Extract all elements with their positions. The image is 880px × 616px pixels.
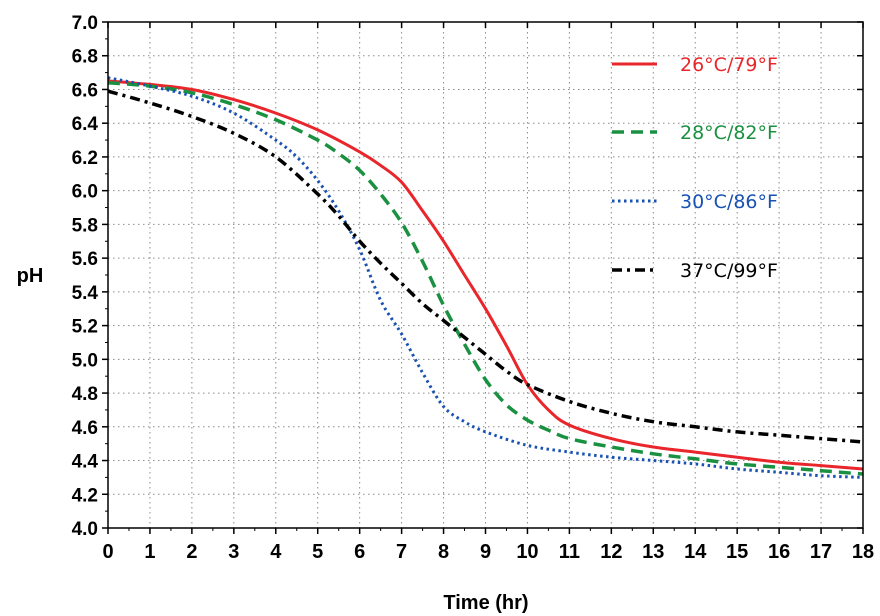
y-tick-label: 6.0: [72, 182, 98, 203]
grid-lines: [108, 22, 863, 528]
y-tick-label: 5.2: [72, 317, 98, 338]
x-tick-label: 1: [144, 541, 155, 563]
x-tick-label: 14: [684, 541, 707, 563]
x-tick-label: 17: [810, 541, 832, 563]
y-tick-label: 6.2: [72, 148, 98, 169]
x-tick-label: 6: [354, 541, 365, 563]
legend-label-solid: 26°C/79°F: [680, 54, 778, 76]
x-tick-label: 13: [642, 541, 664, 563]
y-tick-label: 5.0: [72, 350, 98, 371]
y-tick-label: 4.6: [72, 418, 98, 439]
y-tick-label: 6.6: [72, 80, 98, 101]
series-line-dash-dot: [107, 89, 864, 444]
x-axis-title: Time (hr): [443, 592, 528, 614]
y-tick-label: 6.8: [72, 47, 98, 68]
series-line-dotted: [107, 76, 864, 479]
y-tick-label: 7.0: [72, 13, 98, 34]
legend-label-dotted: 30°C/86°F: [680, 191, 778, 213]
legend: 26°C/79°F 28°C/82°F 30°C/86°F 37°C/99°F: [612, 54, 778, 282]
y-axis-title: pH: [17, 265, 44, 287]
x-tick-label: 8: [438, 541, 449, 563]
series-line-solid: [107, 79, 864, 471]
y-tick-label: 4.4: [72, 452, 99, 473]
axis-ticks: [102, 21, 864, 534]
y-tick-label: 4.0: [72, 519, 98, 540]
series-line-dashed: [107, 80, 864, 476]
y-tick-label: 4.8: [72, 384, 98, 405]
x-axis-tick-labels: 0 1 2 3 4 5 6 7 8 9 10 11 12 13 14 15 16 17 18: [102, 541, 874, 563]
series-lines: [107, 76, 864, 479]
legend-label-dashed: 28°C/82°F: [680, 122, 778, 144]
x-tick-label: 9: [480, 541, 491, 563]
x-tick-label: 18: [852, 541, 874, 563]
y-tick-label: 6.4: [72, 114, 99, 135]
x-tick-label: 12: [600, 541, 622, 563]
x-tick-label: 5: [312, 541, 323, 563]
legend-label-dash-dot: 37°C/99°F: [680, 260, 778, 282]
y-tick-label: 5.6: [72, 249, 98, 270]
x-tick-label: 0: [102, 541, 113, 563]
x-tick-label: 4: [270, 541, 282, 563]
x-tick-label: 15: [726, 541, 748, 563]
x-tick-label: 11: [559, 541, 580, 563]
x-tick-label: 7: [396, 541, 407, 563]
y-tick-label: 5.4: [72, 283, 99, 304]
x-tick-label: 16: [768, 541, 790, 563]
y-tick-label: 4.2: [72, 485, 98, 506]
y-tick-label: 5.8: [72, 215, 98, 236]
x-tick-label: 10: [516, 541, 538, 563]
x-tick-label: 2: [186, 541, 197, 563]
y-axis-tick-labels: 4.0 4.2 4.4 4.6 4.8 5.0 5.2 5.4 5.6 5.8 6.0 6.2 6.4 6…: [72, 13, 99, 540]
x-tick-label: 3: [228, 541, 239, 563]
